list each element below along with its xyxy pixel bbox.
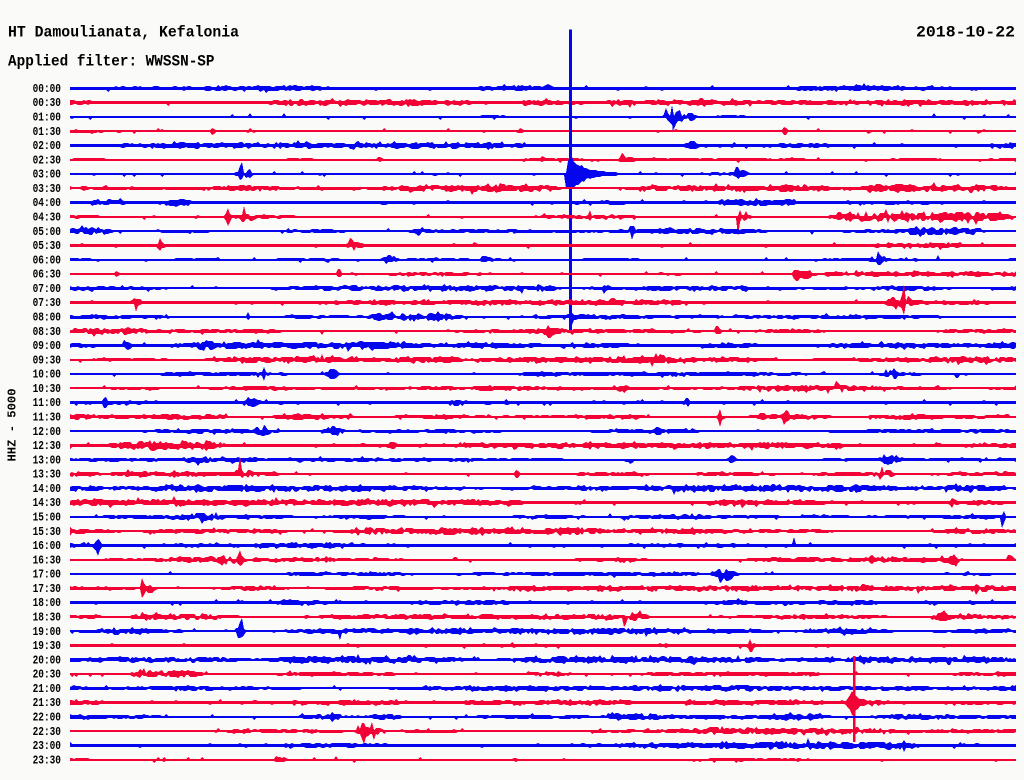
svg-text:19:00: 19:00: [33, 625, 61, 639]
svg-text:16:30: 16:30: [33, 553, 61, 567]
svg-text:03:00: 03:00: [33, 168, 61, 182]
svg-text:00:30: 00:30: [33, 96, 61, 110]
svg-text:23:30: 23:30: [33, 753, 61, 767]
svg-text:18:30: 18:30: [33, 611, 61, 625]
svg-text:13:00: 13:00: [33, 453, 61, 467]
svg-text:10:00: 10:00: [33, 368, 61, 382]
svg-text:00:00: 00:00: [33, 82, 61, 96]
svg-text:15:30: 15:30: [33, 525, 61, 539]
svg-text:19:30: 19:30: [33, 639, 61, 653]
svg-text:09:30: 09:30: [33, 353, 61, 367]
svg-text:08:00: 08:00: [33, 311, 61, 325]
svg-text:01:30: 01:30: [33, 125, 61, 139]
svg-text:02:30: 02:30: [33, 153, 61, 167]
svg-text:2018-10-22: 2018-10-22: [916, 24, 1015, 42]
svg-text:15:00: 15:00: [33, 511, 61, 525]
svg-text:13:30: 13:30: [33, 468, 61, 482]
svg-text:22:30: 22:30: [33, 725, 61, 739]
svg-text:03:30: 03:30: [33, 182, 61, 196]
svg-text:HHZ - 5000: HHZ - 5000: [6, 389, 20, 462]
svg-text:16:00: 16:00: [33, 539, 61, 553]
svg-text:17:30: 17:30: [33, 582, 61, 596]
svg-text:06:00: 06:00: [33, 253, 61, 267]
svg-text:08:30: 08:30: [33, 325, 61, 339]
svg-text:07:30: 07:30: [33, 296, 61, 310]
svg-text:20:30: 20:30: [33, 668, 61, 682]
svg-text:09:00: 09:00: [33, 339, 61, 353]
svg-text:01:00: 01:00: [33, 111, 61, 125]
svg-text:20:00: 20:00: [33, 653, 61, 667]
svg-text:10:30: 10:30: [33, 382, 61, 396]
svg-text:04:30: 04:30: [33, 211, 61, 225]
svg-text:11:00: 11:00: [33, 396, 61, 410]
svg-text:HT Damoulianata, Kefalonia: HT Damoulianata, Kefalonia: [8, 24, 239, 42]
svg-text:12:30: 12:30: [33, 439, 61, 453]
svg-text:04:00: 04:00: [33, 196, 61, 210]
svg-text:02:00: 02:00: [33, 139, 61, 153]
svg-text:14:30: 14:30: [33, 496, 61, 510]
svg-text:12:00: 12:00: [33, 425, 61, 439]
svg-text:05:00: 05:00: [33, 225, 61, 239]
svg-text:21:00: 21:00: [33, 682, 61, 696]
svg-text:14:00: 14:00: [33, 482, 61, 496]
svg-text:Applied filter: WWSSN-SP: Applied filter: WWSSN-SP: [8, 53, 215, 71]
svg-text:22:00: 22:00: [33, 711, 61, 725]
svg-text:17:00: 17:00: [33, 568, 61, 582]
svg-text:11:30: 11:30: [33, 411, 61, 425]
svg-text:21:30: 21:30: [33, 696, 61, 710]
svg-text:06:30: 06:30: [33, 268, 61, 282]
svg-text:23:00: 23:00: [33, 739, 61, 753]
svg-text:05:30: 05:30: [33, 239, 61, 253]
svg-text:18:00: 18:00: [33, 596, 61, 610]
svg-text:07:00: 07:00: [33, 282, 61, 296]
